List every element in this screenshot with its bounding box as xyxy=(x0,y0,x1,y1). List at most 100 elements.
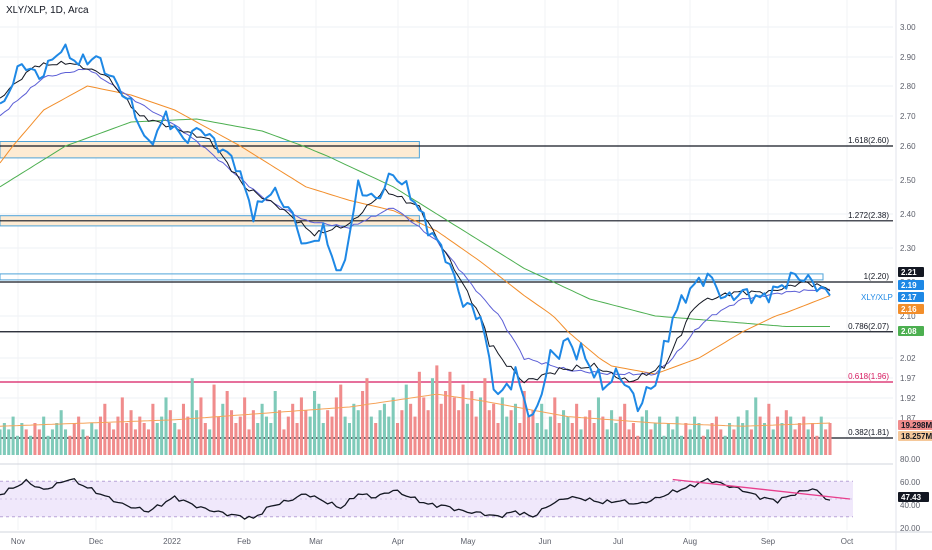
volume-bar xyxy=(177,429,181,455)
time-axis-label: Jun xyxy=(539,537,552,546)
volume-bar xyxy=(452,397,456,455)
volume-bar xyxy=(749,429,753,455)
volume-bar xyxy=(417,371,421,455)
volume-bar xyxy=(780,423,784,455)
volume-bar xyxy=(356,410,360,455)
volume-bar xyxy=(20,423,24,455)
volume-bar xyxy=(63,429,68,455)
volume-bar xyxy=(579,429,583,455)
volume-bar xyxy=(334,397,338,455)
rsi-axis-tick: 60.00 xyxy=(900,478,921,487)
volume-bar xyxy=(125,423,129,455)
interval-label: 1D xyxy=(50,5,63,16)
fib-level-label: 1.272(2.38) xyxy=(848,211,889,220)
volume-bar xyxy=(553,397,557,455)
volume-bar xyxy=(286,416,290,455)
volume-bar xyxy=(68,435,72,455)
time-axis-label: Mar xyxy=(309,537,323,546)
rsi-badge: 47.43 xyxy=(901,493,922,502)
volume-bar xyxy=(596,397,601,455)
ema-slow-line xyxy=(0,85,831,375)
volume-bar xyxy=(745,410,749,455)
volume-bar xyxy=(195,410,199,455)
volume-bar xyxy=(605,429,609,455)
volume-bar xyxy=(426,410,430,455)
price-badge-bg xyxy=(898,267,924,277)
volume-bar xyxy=(679,435,684,455)
volume-badge-bg xyxy=(898,420,932,430)
volume-bar xyxy=(37,429,41,455)
volume-ma-line xyxy=(0,393,831,427)
volume-bar xyxy=(339,384,343,455)
volume-bar xyxy=(308,416,312,455)
volume-bar xyxy=(361,391,365,455)
volume-bar xyxy=(326,410,330,455)
volume-bar xyxy=(535,423,539,455)
price-axis-tick: 2.10 xyxy=(900,312,916,321)
volume-bar xyxy=(378,410,382,455)
time-axis-label: Apr xyxy=(392,537,405,546)
volume-bar xyxy=(203,423,207,455)
volume-bar xyxy=(11,416,15,455)
volume-bar xyxy=(422,397,426,455)
volume-bar xyxy=(374,423,378,455)
volume-bar xyxy=(561,410,566,455)
rsi-axis-tick: 80.00 xyxy=(900,455,921,464)
volume-badge: 18.257M xyxy=(901,432,932,441)
volume-bar xyxy=(522,391,526,455)
volume-bar xyxy=(544,429,548,455)
volume-bar xyxy=(566,416,570,455)
volume-bar xyxy=(365,378,369,455)
volume-bar xyxy=(623,403,627,455)
volume-bar xyxy=(160,416,164,455)
volume-bar xyxy=(221,403,225,455)
price-axis-tick: 1.92 xyxy=(900,394,916,403)
volume-bar xyxy=(435,365,439,455)
volume-bar xyxy=(138,416,142,455)
volume-bar xyxy=(767,403,771,455)
chart-header: XLY/XLP, 1D, Arca xyxy=(6,5,89,16)
volume-bar xyxy=(448,371,452,455)
volume-bar xyxy=(492,403,496,455)
price-axis-tick: 1.87 xyxy=(900,414,916,423)
fib-level-label: 0.618(1.96) xyxy=(848,372,889,381)
price-axis-tick: 2.70 xyxy=(900,112,916,121)
price-axis-tick: 2.30 xyxy=(900,244,916,253)
volume-bar xyxy=(487,410,491,455)
rsi-axis-tick: 20.00 xyxy=(900,524,921,533)
rsi-trendline xyxy=(672,478,851,500)
volume-bar xyxy=(784,410,788,455)
volume-bar xyxy=(710,423,714,455)
resistance-band xyxy=(0,273,824,281)
header-separator-2: , xyxy=(62,5,68,16)
volume-bar xyxy=(317,403,321,455)
volume-bar xyxy=(588,410,592,455)
volume-bar xyxy=(168,410,172,455)
volume-bar xyxy=(815,435,819,455)
volume-bar xyxy=(610,410,614,455)
volume-badge-bg xyxy=(898,431,932,441)
volume-bar xyxy=(754,397,758,455)
volume-bar xyxy=(55,423,59,455)
volume-bar xyxy=(771,429,775,455)
volume-bar xyxy=(430,378,435,455)
volume-bar xyxy=(295,423,299,455)
volume-bar xyxy=(260,403,264,455)
rsi-badge-bg xyxy=(898,492,929,502)
price-badge-bg xyxy=(898,304,924,314)
price-axis-tick: 2.90 xyxy=(900,53,916,62)
volume-bar xyxy=(229,410,234,455)
time-axis-label: May xyxy=(460,537,475,546)
volume-bar xyxy=(631,423,635,455)
price-badge: 2.08 xyxy=(901,327,917,336)
volume-bar xyxy=(247,429,251,455)
volume-bar xyxy=(291,403,295,455)
volume-bar xyxy=(518,423,522,455)
volume-bar xyxy=(173,423,177,455)
volume-bar xyxy=(129,410,133,455)
volume-bar xyxy=(649,429,653,455)
volume-bar xyxy=(509,410,513,455)
volume-bar xyxy=(461,384,465,455)
volume-bar xyxy=(59,410,63,455)
